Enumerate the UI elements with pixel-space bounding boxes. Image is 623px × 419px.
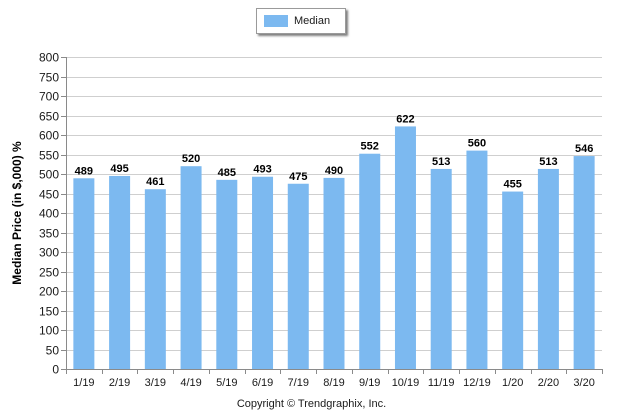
bar [252,176,274,369]
data-label: 490 [325,165,343,177]
x-tick-label: 3/19 [145,377,166,389]
bar [430,168,452,369]
y-tick-label: 400 [39,207,59,221]
bar [537,168,559,369]
bar [394,126,416,369]
bar [323,177,345,369]
y-tick-label: 350 [39,227,59,241]
bars [73,126,595,369]
y-tick-label: 650 [39,110,59,124]
y-tick-label: 100 [39,324,59,338]
bar [502,191,524,369]
y-tick-label: 150 [39,305,59,319]
x-tick-label: 8/19 [323,377,344,389]
data-label: 622 [396,113,414,125]
x-tick-label: 6/19 [252,377,273,389]
data-label: 461 [146,176,164,188]
legend-swatch [264,15,288,27]
y-tick-label: 450 [39,188,59,202]
x-tick-label: 2/19 [109,377,130,389]
data-label: 485 [218,167,236,179]
data-labels: 489 495 461 520 485 493 475 490 552 622 513 560 455 5… [75,113,594,190]
legend-label-median: Median [294,15,331,27]
copyright-text: Copyright © Trendgraphix, Inc. [236,398,387,410]
data-label: 546 [575,143,593,155]
x-tick-label: 4/19 [180,377,201,389]
y-tick-label: 500 [39,168,59,182]
y-tick-label: 300 [39,246,59,260]
y-tick-label: 250 [39,266,59,280]
y-axis: 0 50 100 150 200 250 300 350 400 450 500 550 600 650 7… [39,51,67,377]
data-label: 455 [503,179,521,191]
x-tick-label: 12/19 [463,377,491,389]
bar [144,189,166,369]
y-tick-label: 600 [39,129,59,143]
bar [180,166,202,369]
x-axis: 1/19 2/19 3/19 4/19 5/19 6/19 7/19 8/19 9/19 10/1… [66,369,603,389]
bar [359,153,381,369]
y-tick-label: 550 [39,149,59,163]
x-tick-label: 1/19 [73,377,94,389]
bar [73,178,95,369]
data-label: 513 [432,156,450,168]
legend: Median [256,8,346,34]
x-tick-label: 5/19 [216,377,237,389]
bar [216,179,238,369]
y-tick-label: 0 [52,363,59,377]
data-label: 475 [289,171,307,183]
data-label: 520 [182,153,200,165]
data-label: 560 [468,138,486,150]
data-label: 493 [253,164,271,176]
x-tick-label: 3/20 [573,377,594,389]
bar [466,150,488,369]
x-tick-label: 2/20 [538,377,559,389]
data-label: 495 [110,163,128,175]
y-axis-title: Median Price (in $,000) % [10,141,24,285]
y-tick-label: 200 [39,285,59,299]
data-label: 552 [361,141,379,153]
x-tick-label: 10/19 [392,377,420,389]
y-tick-label: 700 [39,90,59,104]
bar [573,156,595,369]
data-label: 489 [75,165,93,177]
y-tick-label: 800 [39,51,59,65]
y-tick-label: 750 [39,71,59,85]
x-tick-label: 7/19 [288,377,309,389]
x-tick-label: 9/19 [359,377,380,389]
bar [287,183,309,369]
y-tick-label: 50 [46,344,60,358]
data-label: 513 [539,156,557,168]
bar [109,175,131,369]
x-tick-label: 1/20 [502,377,523,389]
x-tick-label: 11/19 [428,377,455,389]
